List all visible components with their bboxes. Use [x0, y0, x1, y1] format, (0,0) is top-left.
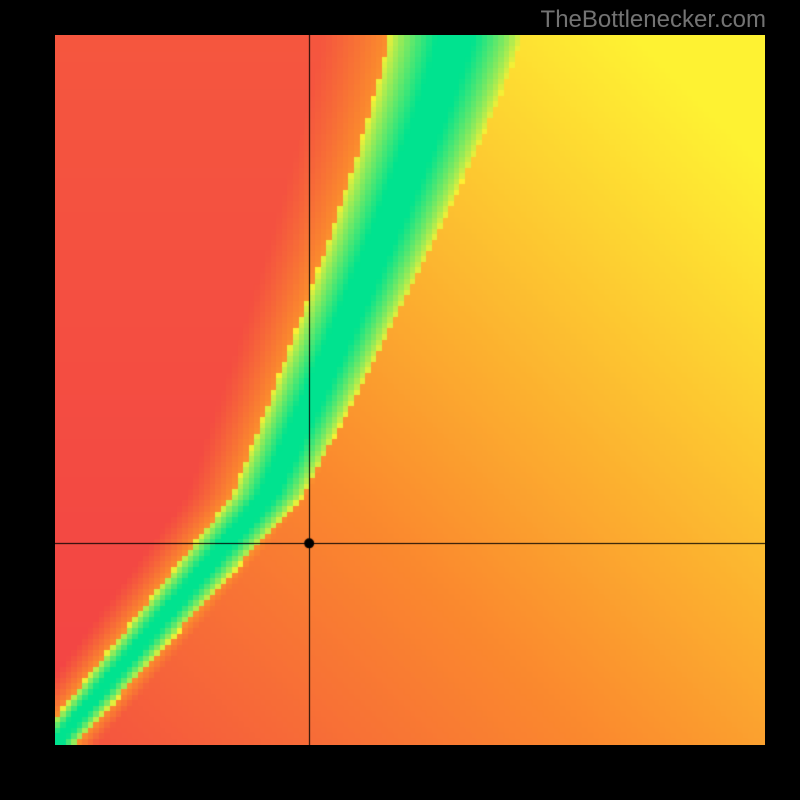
heatmap-plot: [55, 35, 765, 745]
watermark-text: TheBottlenecker.com: [541, 6, 766, 34]
heatmap-canvas: [55, 35, 765, 745]
